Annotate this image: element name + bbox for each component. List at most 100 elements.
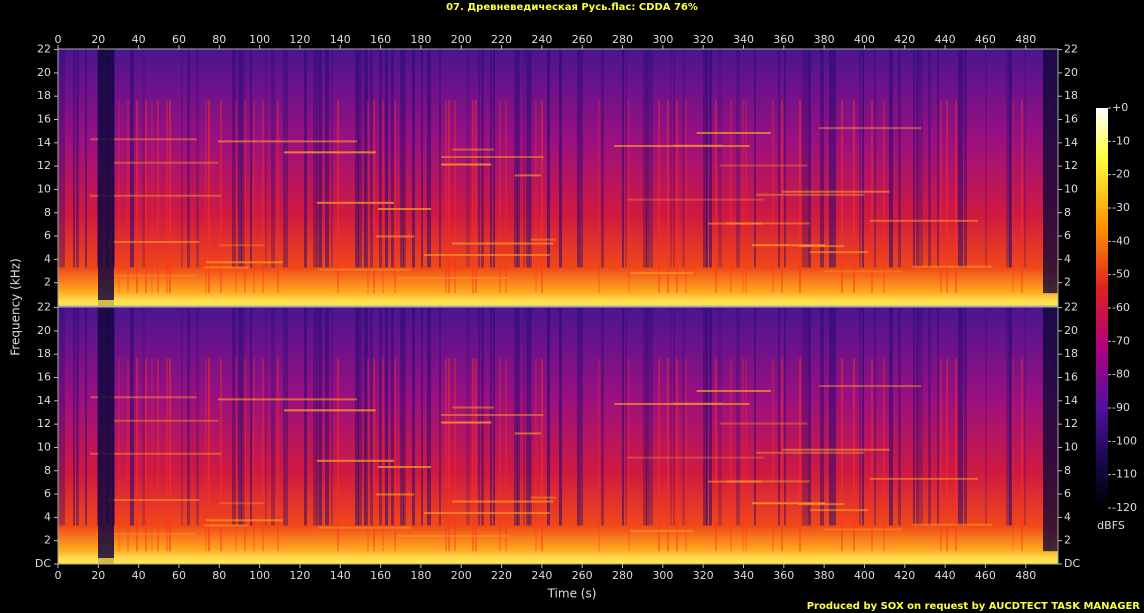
- x-tick-label: 400: [854, 33, 875, 46]
- spectrum-texture: [862, 49, 864, 268]
- x-tick-label: 360: [773, 33, 794, 46]
- y-axis-label: Frequency (kHz): [9, 258, 23, 355]
- spectrum-texture: [262, 100, 264, 294]
- spectrum-texture: [523, 307, 525, 526]
- y-tick-label: 12: [37, 159, 51, 172]
- x-tick-label: 380: [814, 33, 835, 46]
- spectrum-texture: [751, 502, 825, 505]
- y-tick-label: 20: [1064, 324, 1078, 337]
- spectrum-texture: [1021, 100, 1023, 294]
- spectrum-texture: [742, 358, 744, 552]
- spectrum-texture: [241, 49, 245, 268]
- spectrum-texture: [203, 266, 249, 269]
- colorbar-tick-label: -10: [1112, 134, 1130, 147]
- spectrum-texture: [517, 49, 520, 268]
- spectrum-texture: [874, 49, 876, 268]
- spectrum-texture: [756, 193, 865, 196]
- spectrum-texture: [316, 307, 319, 526]
- spectrum-texture: [145, 100, 147, 294]
- spectrum-texture: [630, 530, 694, 533]
- spectrum-texture: [643, 307, 647, 526]
- spectrum-texture: [940, 358, 942, 552]
- spectrum-texture: [490, 49, 492, 268]
- spectrum-texture: [166, 100, 168, 294]
- spectrum-texture: [448, 100, 450, 294]
- spectrum-texture: [391, 307, 394, 526]
- spectrum-texture: [715, 100, 717, 294]
- y-tick-label: 6: [1064, 229, 1071, 242]
- x-tick-label: 300: [652, 33, 673, 46]
- spectrum-texture: [208, 100, 210, 294]
- spectrum-texture: [58, 558, 1058, 564]
- spectrum-texture: [946, 100, 948, 294]
- spectrum-texture: [622, 307, 624, 526]
- spectrum-texture: [530, 496, 556, 499]
- x-tick-label: 120: [289, 569, 310, 582]
- spectrum-texture: [832, 49, 836, 268]
- spectrum-texture: [751, 244, 825, 247]
- colorbar-label: dBFS: [1097, 519, 1125, 532]
- spectrum-texture: [883, 100, 885, 294]
- spectrum-texture: [271, 307, 275, 526]
- spectrum-texture: [859, 49, 861, 268]
- footer: Produced by SOX on request by AUCDTECT T…: [807, 601, 1141, 612]
- spectrum-texture: [472, 100, 474, 294]
- spectrum-texture: [250, 49, 252, 268]
- spectrum-texture: [421, 307, 423, 526]
- spectrum-texture: [451, 242, 554, 245]
- spectrum-texture: [403, 49, 406, 268]
- spectrum-texture: [358, 307, 362, 526]
- y-tick-label: 4: [44, 252, 51, 265]
- x-tick-label: 340: [733, 33, 754, 46]
- spectrum-texture: [118, 358, 120, 552]
- spectrum-texture: [745, 358, 747, 552]
- spectrum-texture: [385, 49, 388, 268]
- spectrum-texture: [331, 307, 333, 526]
- spectrum-texture: [304, 307, 307, 526]
- spectrum-texture: [778, 49, 780, 268]
- spectrum-texture: [205, 100, 207, 294]
- x-tick-label: 260: [572, 569, 593, 582]
- spectrum-texture: [96, 532, 197, 535]
- spectrum-texture: [670, 49, 672, 268]
- spectrum-texture: [928, 49, 931, 268]
- spectrum-texture: [577, 49, 580, 268]
- spectrum-texture: [441, 421, 492, 424]
- spectrum-texture: [130, 307, 134, 526]
- x-tick-label: 160: [370, 569, 391, 582]
- spectrum-texture: [169, 100, 171, 294]
- spectrum-texture: [219, 244, 265, 247]
- spectrum-texture: [367, 358, 369, 552]
- x-tick-label: 440: [935, 569, 956, 582]
- spectrum-texture: [481, 49, 484, 268]
- y-tick-label: 16: [1064, 371, 1078, 384]
- x-tick-label: 20: [91, 569, 105, 582]
- spectrum-texture: [166, 358, 168, 552]
- spectrum-texture: [478, 49, 480, 268]
- y-tick-label: 4: [1064, 252, 1071, 265]
- spectrum-texture: [913, 49, 915, 268]
- spectrum-texture: [337, 100, 339, 294]
- spectrum-texture: [505, 358, 507, 552]
- spectrum-texture: [391, 49, 394, 268]
- spectrum-texture: [304, 49, 307, 268]
- spectrum-texture: [889, 49, 893, 268]
- chart-title: 07. Древневедическая Русь.flac: CDDA 76%: [446, 2, 698, 13]
- spectrum-texture: [169, 358, 171, 552]
- spectrum-texture: [707, 480, 763, 483]
- spectrum-texture: [883, 358, 885, 552]
- spectrum-texture: [625, 307, 627, 526]
- spectrum-texture: [283, 49, 286, 268]
- spectrum-texture: [601, 307, 604, 526]
- spectrum-texture: [823, 528, 903, 531]
- spectrum-texture: [232, 49, 236, 268]
- spectrum-texture: [1024, 307, 1026, 526]
- spectrum-texture: [187, 49, 190, 268]
- spectrum-texture: [736, 49, 740, 268]
- y-tick-label: 12: [1064, 417, 1078, 430]
- y-tick-label: 4: [1064, 510, 1071, 523]
- y-tick-label: 20: [37, 66, 51, 79]
- spectrum-texture: [778, 307, 780, 526]
- spectrum-texture: [355, 49, 359, 268]
- colorbar-tick-label: -50: [1112, 268, 1130, 281]
